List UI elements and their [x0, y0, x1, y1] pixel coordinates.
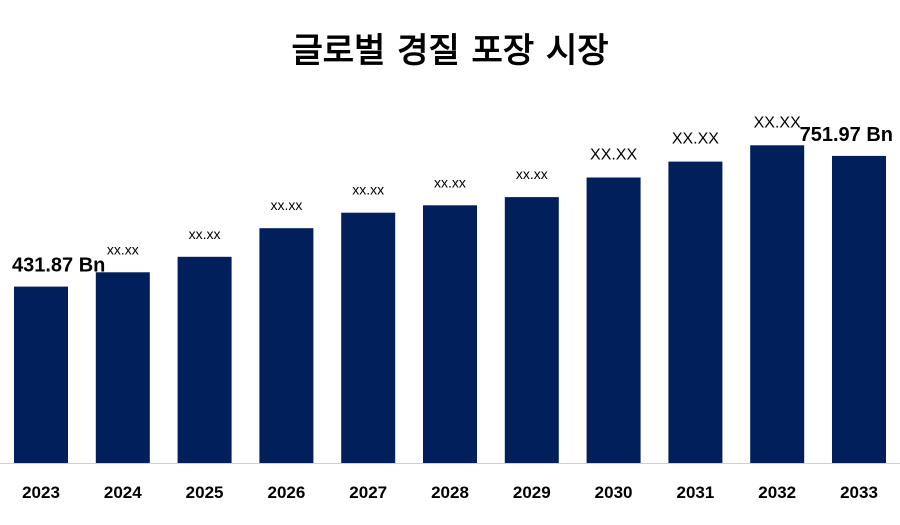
x-tick-label: 2033	[840, 483, 878, 502]
x-tick-label: 2029	[513, 483, 551, 502]
bars-group	[14, 145, 886, 464]
data-label: XX.XX	[754, 114, 801, 131]
bar-2033	[832, 155, 886, 463]
x-tick-label: 2023	[22, 483, 60, 502]
data-label: 431.87 Bn	[12, 255, 105, 277]
bar-2024	[95, 272, 150, 463]
data-label: XX.XX	[672, 131, 719, 148]
data-label: xx.xx	[107, 241, 139, 257]
data-label: xx.xx	[270, 197, 302, 213]
bar-2026	[259, 228, 314, 463]
x-tick-label: 2025	[186, 483, 224, 502]
x-tick-label: 2031	[676, 483, 714, 502]
bar-2031	[668, 161, 723, 463]
bar-2030	[586, 177, 641, 463]
bar-2029	[504, 197, 559, 463]
data-label: XX.XX	[590, 147, 637, 164]
chart-title: 글로벌 경질 포장 시장	[291, 31, 608, 71]
data-label: xx.xx	[434, 174, 466, 190]
data-label: xx.xx	[516, 166, 548, 182]
data-label: 751.97 Bn	[800, 124, 893, 146]
data-label: xx.xx	[352, 182, 384, 198]
x-tick-label: 2027	[349, 483, 387, 502]
x-tick-label: 2026	[267, 483, 305, 502]
bar-2025	[177, 256, 232, 463]
bar-2028	[423, 205, 477, 464]
bar-2027	[341, 212, 396, 463]
data-label: xx.xx	[189, 226, 221, 242]
bar-2023	[14, 286, 68, 463]
x-tick-label: 2032	[758, 483, 796, 502]
x-tick-label: 2030	[595, 483, 633, 502]
bar-2032	[750, 145, 805, 464]
x-axis-ticks: 2023 2024 2025 2026 2027 2028 2029 2030 2031 2032…	[22, 483, 878, 502]
x-tick-label: 2028	[431, 483, 469, 502]
x-tick-label: 2024	[104, 483, 142, 502]
